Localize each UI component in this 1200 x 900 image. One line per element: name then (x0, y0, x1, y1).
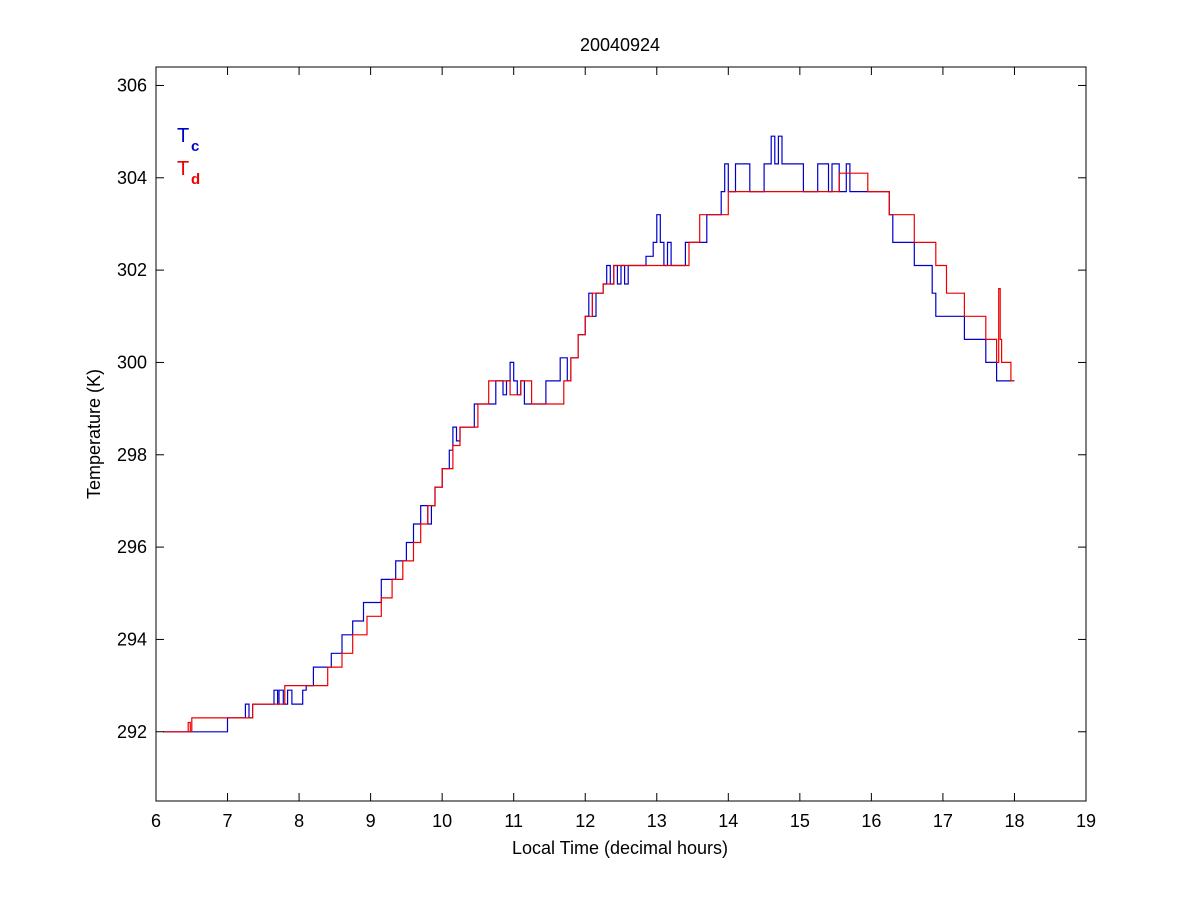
x-tick-label: 18 (1004, 811, 1024, 831)
y-tick-label: 300 (117, 352, 147, 372)
x-axis-label: Local Time (decimal hours) (512, 838, 728, 858)
y-tick-label: 296 (117, 537, 147, 557)
series-layer (163, 135, 1015, 733)
x-tick-label: 15 (790, 811, 810, 831)
y-tick-label: 302 (117, 260, 147, 280)
x-tick-label: 13 (647, 811, 667, 831)
x-tick-label: 6 (151, 811, 161, 831)
y-tick-label: 292 (117, 722, 147, 742)
y-tick-label: 298 (117, 445, 147, 465)
y-tick-label: 304 (117, 168, 147, 188)
x-tick-label: 11 (504, 811, 523, 831)
x-tick-label: 12 (575, 811, 595, 831)
y-tick-label: 294 (117, 629, 147, 649)
x-tick-label: 17 (933, 811, 953, 831)
chart-title: 20040924 (580, 35, 660, 55)
y-tick-label: 306 (117, 75, 147, 95)
x-tick-label: 14 (718, 811, 738, 831)
x-tick-label: 16 (861, 811, 881, 831)
legend-symbol: T (177, 158, 189, 180)
x-tick-label: 10 (432, 811, 452, 831)
x-axis: 6 7 8 9 10 11 12 13 14 15 16 17 18 19 (151, 67, 1096, 831)
y-axis-label: Temperature (K) (84, 369, 104, 499)
legend-subscript: c (191, 138, 199, 155)
legend-subscript: d (191, 171, 200, 188)
x-tick-label: 8 (294, 811, 304, 831)
legend-symbol: T (177, 125, 189, 147)
x-tick-label: 9 (366, 811, 376, 831)
plot-area-frame (155, 66, 1087, 802)
x-tick-label: 19 (1076, 811, 1096, 831)
series-line-td (163, 172, 1015, 733)
y-axis: 292 294 296 298 300 302 304 306 (117, 75, 1086, 742)
x-tick-label: 7 (223, 811, 233, 831)
